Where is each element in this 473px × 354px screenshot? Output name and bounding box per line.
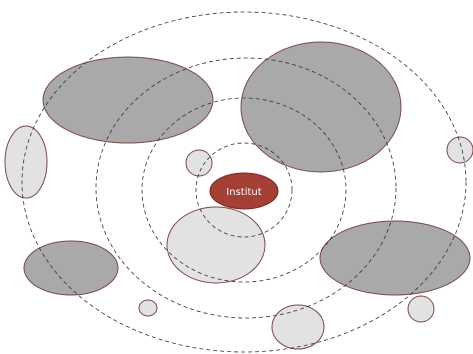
ring <box>21 11 467 353</box>
ellipse <box>166 206 266 284</box>
ellipse <box>23 240 119 296</box>
ellipse <box>4 125 48 199</box>
center-label: Institut <box>226 187 261 198</box>
shapes <box>4 41 473 350</box>
ring <box>195 142 293 238</box>
ring <box>95 57 397 319</box>
ellipse <box>319 220 471 296</box>
ellipse <box>407 295 435 323</box>
ellipse <box>42 56 214 144</box>
ring <box>141 97 347 283</box>
ellipse <box>271 304 325 350</box>
center-node <box>209 172 279 210</box>
ellipse <box>446 136 473 164</box>
ellipse <box>240 41 402 173</box>
ellipse <box>138 299 158 317</box>
rings <box>21 11 467 353</box>
ellipse <box>185 149 213 177</box>
